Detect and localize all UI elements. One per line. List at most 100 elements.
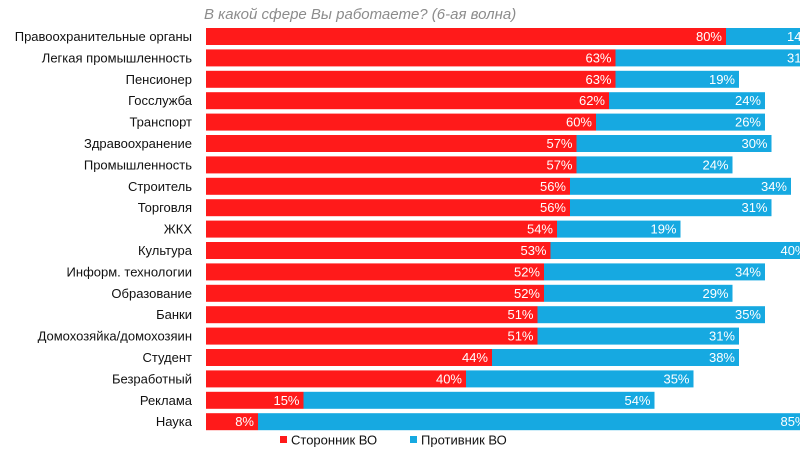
value-label-supporter: 57% — [546, 136, 572, 151]
value-label-supporter: 63% — [585, 50, 611, 65]
bar-opponent — [576, 135, 772, 152]
bar-opponent — [258, 413, 800, 431]
value-label-opponent: 14% — [787, 29, 800, 44]
value-label-supporter: 62% — [579, 93, 605, 108]
value-label-supporter: 52% — [514, 286, 540, 301]
value-label-opponent: 35% — [735, 307, 761, 322]
bar-supporter — [206, 349, 492, 366]
bar-opponent — [303, 391, 655, 409]
category-label: Информ. технологии — [67, 264, 192, 279]
category-label: Наука — [156, 414, 193, 429]
bar-opponent — [596, 113, 765, 131]
value-label-supporter: 57% — [546, 157, 572, 172]
bar-supporter — [206, 242, 551, 259]
value-label-supporter: 56% — [540, 179, 566, 194]
bar-opponent — [570, 199, 772, 217]
value-label-opponent: 19% — [650, 222, 676, 237]
bar-supporter — [206, 370, 466, 388]
bar-opponent — [570, 177, 791, 195]
bar-supporter — [206, 177, 570, 195]
value-label-opponent: 24% — [702, 157, 728, 172]
bar-opponent — [726, 28, 800, 45]
bar-supporter — [206, 284, 544, 302]
category-label: Безработный — [112, 371, 192, 386]
category-label: Строитель — [128, 179, 192, 194]
value-label-supporter: 52% — [514, 264, 540, 279]
category-label: Реклама — [140, 393, 193, 408]
bar-opponent — [615, 49, 800, 67]
value-label-supporter: 40% — [436, 371, 462, 386]
bar-opponent — [537, 327, 739, 345]
category-label: ЖКХ — [164, 222, 193, 237]
bar-supporter — [206, 49, 616, 67]
value-label-supporter: 63% — [585, 72, 611, 87]
value-label-opponent: 85% — [780, 414, 800, 429]
legend: Сторонник ВО Противник ВО — [280, 433, 507, 448]
value-label-supporter: 44% — [462, 350, 488, 365]
category-label: Правоохранительные органы — [15, 29, 192, 44]
bar-opponent — [609, 92, 765, 110]
bar-supporter — [206, 306, 538, 324]
value-label-opponent: 40% — [780, 243, 800, 258]
chart-title: В какой сфере Вы работаете? (6-ая волна) — [204, 6, 516, 23]
bar-opponent — [557, 220, 681, 238]
category-label: Легкая промышленность — [42, 50, 192, 65]
value-label-opponent: 29% — [702, 286, 728, 301]
bar-opponent — [544, 263, 765, 281]
category-label: Образование — [111, 286, 192, 301]
bar-opponent — [466, 370, 694, 388]
bars-group: Правоохранительные органы 80% 14% Легкая пр… — [15, 28, 800, 431]
value-label-opponent: 35% — [663, 371, 689, 386]
category-label: Студент — [142, 350, 192, 365]
bar-supporter — [206, 391, 304, 409]
value-label-supporter: 51% — [507, 307, 533, 322]
bar-opponent — [615, 70, 739, 88]
bar-supporter — [206, 156, 577, 174]
value-label-opponent: 38% — [709, 350, 735, 365]
legend-swatch — [280, 436, 287, 443]
category-label: Транспорт — [129, 115, 192, 130]
bar-supporter — [206, 113, 596, 131]
legend-swatch — [410, 436, 417, 443]
bar-supporter — [206, 70, 616, 88]
bar-supporter — [206, 220, 557, 238]
category-label: Культура — [138, 243, 193, 258]
value-label-opponent: 31% — [709, 329, 735, 344]
category-label: Домохозяйка/домохозяин — [38, 329, 192, 344]
value-label-supporter: 54% — [527, 222, 553, 237]
value-label-opponent: 31% — [741, 200, 767, 215]
bar-opponent — [544, 284, 733, 302]
value-label-supporter: 80% — [696, 29, 722, 44]
bar-opponent — [492, 349, 739, 366]
value-label-supporter: 51% — [507, 329, 533, 344]
bar-supporter — [206, 92, 609, 110]
value-label-opponent: 30% — [741, 136, 767, 151]
category-label: Пенсионер — [126, 72, 192, 87]
value-label-opponent: 26% — [735, 115, 761, 130]
bar-supporter — [206, 135, 577, 152]
legend-label: Сторонник ВО — [291, 433, 377, 448]
bar-supporter — [206, 263, 544, 281]
value-label-supporter: 53% — [520, 243, 546, 258]
bar-supporter — [206, 413, 258, 431]
value-label-opponent: 24% — [735, 93, 761, 108]
category-label: Госслужба — [128, 93, 193, 108]
category-label: Здравоохранение — [84, 136, 192, 151]
value-label-supporter: 56% — [540, 200, 566, 215]
legend-label: Противник ВО — [421, 433, 507, 448]
bar-supporter — [206, 199, 570, 217]
value-label-opponent: 34% — [735, 264, 761, 279]
category-label: Банки — [156, 307, 192, 322]
bar-supporter — [206, 327, 538, 345]
value-label-opponent: 34% — [761, 179, 787, 194]
category-label: Торговля — [138, 200, 192, 215]
bar-opponent — [576, 156, 733, 174]
value-label-opponent: 31% — [787, 50, 800, 65]
bar-opponent — [537, 306, 765, 324]
value-label-supporter: 15% — [273, 393, 299, 408]
value-label-supporter: 60% — [566, 115, 592, 130]
category-label: Промышленность — [84, 157, 192, 172]
value-label-supporter: 8% — [235, 414, 254, 429]
bar-opponent — [550, 242, 800, 259]
